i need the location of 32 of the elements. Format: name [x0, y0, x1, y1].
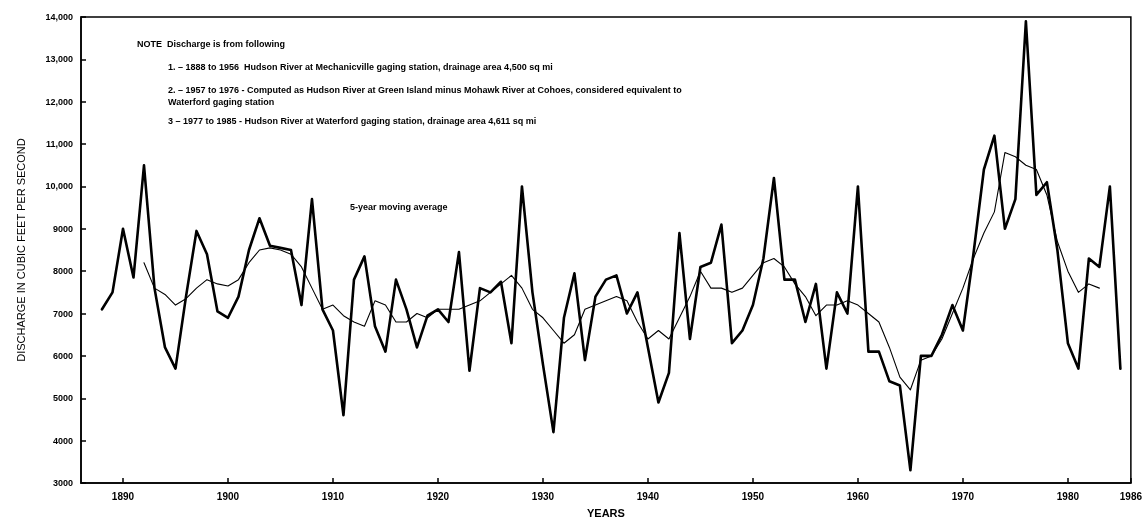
x-axis-title: YEARS — [586, 506, 625, 519]
y-tick-label: 10,000 — [45, 181, 73, 192]
y-tick-label: 3000 — [52, 478, 73, 488]
y-tick-label: 13,000 — [45, 54, 73, 65]
x-tick-label: 1890 — [111, 490, 135, 502]
y-tick-label: 9000 — [52, 223, 73, 234]
line-series — [100, 19, 1122, 472]
x-tick-label: 1970 — [951, 490, 975, 502]
y-tick-label: 6000 — [52, 350, 73, 361]
line-series — [143, 152, 1100, 391]
text: 5-year moving average — [349, 201, 448, 212]
x-tick-label: 1960 — [846, 490, 870, 502]
y-tick-label: 8000 — [52, 266, 73, 277]
x-tick-label: 1940 — [636, 490, 660, 502]
y-tick-label: 11,000 — [45, 139, 73, 150]
y-axis-title: DISCHARGE IN CUBIC FEET PER SECOND — [14, 138, 27, 362]
x-tick-label: 1950 — [741, 490, 765, 502]
x-tick-label: 1986 — [1119, 490, 1143, 502]
x-tick-label: 1930 — [531, 490, 555, 502]
x-tick-label: 1910 — [321, 490, 345, 502]
annotation: NOTE Discharge is from following — [137, 39, 286, 49]
x-tick-label: 1900 — [216, 490, 240, 502]
x-tick-label: 1920 — [426, 490, 450, 502]
y-tick-label: 7000 — [52, 308, 73, 319]
y-tick-label: 14,000 — [45, 12, 73, 22]
annotation: 2. – 1957 to 1976 - Computed as Hudson River at Green Island minus Mohawk River at Cohoes, considered equivalent to Waterford gaging station — [168, 85, 685, 107]
y-tick-label: 4000 — [52, 435, 73, 446]
x-tick-label: 1980 — [1056, 490, 1080, 502]
y-tick-label: 5000 — [52, 393, 73, 404]
y-tick-label: 12,000 — [45, 96, 73, 107]
annotation: 3 – 1977 to 1985 - Hudson River at Waterford gaging station, drainage area 4,611 sq mi — [168, 116, 537, 127]
annotation: 1. – 1888 to 1956 Hudson River at Mechanicville gaging station, drainage area 4,500 sq mi — [168, 62, 553, 72]
